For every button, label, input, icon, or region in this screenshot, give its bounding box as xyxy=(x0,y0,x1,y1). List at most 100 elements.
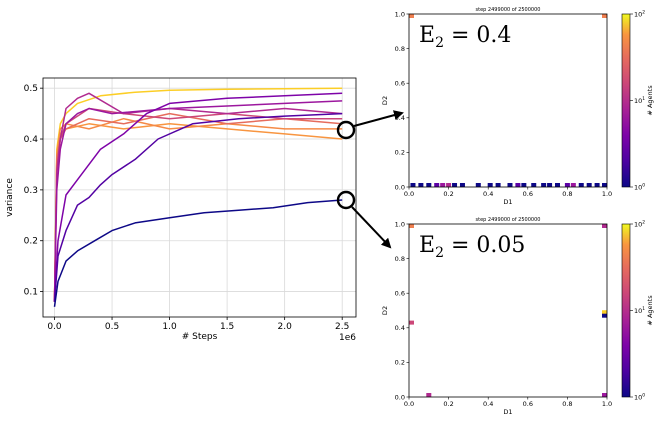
x-tick-label: 0.0 xyxy=(47,322,62,332)
heatmap-cell xyxy=(410,183,416,187)
heatmap-cell xyxy=(578,183,584,187)
y-tick-label: 0.6 xyxy=(395,80,405,88)
panel-title: step 2499000 of 2500000 xyxy=(476,217,541,223)
y-axis-label: D2 xyxy=(381,96,389,105)
grid xyxy=(43,78,356,317)
x-axis-label: D1 xyxy=(503,408,512,416)
y-tick-label: 1.0 xyxy=(395,220,405,228)
y-tick-label: 0.1 xyxy=(24,288,38,298)
y-tick-label: 0.5 xyxy=(24,84,38,94)
x-tick-label: 2.5 xyxy=(335,322,349,332)
x-tick-label: 0.2 xyxy=(443,190,453,198)
heatmap-cell xyxy=(602,310,607,315)
heatmap-cell xyxy=(487,183,493,187)
x-tick-label: 0.6 xyxy=(523,400,533,408)
y-tick-label: 1.0 xyxy=(395,10,405,18)
y-tick-label: 0.4 xyxy=(395,324,405,332)
plot-area xyxy=(409,14,607,187)
heatmap-panel-top: 0.00.00.20.20.40.40.60.60.80.81.01.0step… xyxy=(381,7,654,206)
x-tick-label: 0.0 xyxy=(404,190,414,198)
heatmap-cell xyxy=(602,313,607,318)
x-tick-label: 2.0 xyxy=(277,322,292,332)
plot-frame xyxy=(408,223,608,398)
e2-annotation: E2 = 0.05 xyxy=(419,233,525,261)
heatmap-cell xyxy=(564,183,570,187)
heatmap-cell xyxy=(602,393,607,397)
heatmap-cell xyxy=(586,183,592,187)
x-tick-label: 0.0 xyxy=(404,400,414,408)
e2-annotation: E2 = 0.4 xyxy=(419,23,511,51)
callout-circle-top xyxy=(336,120,356,140)
callouts xyxy=(336,110,404,249)
heatmap-cell xyxy=(570,183,576,187)
x-axis-label: # Steps xyxy=(182,332,218,342)
series-line xyxy=(53,112,343,302)
heatmap-cell xyxy=(426,393,432,397)
variance-line-chart: 0.0 0.5 1.0 1.5 2.0 2.5 0.1 0.2 0.3 0.4 0.5 # Step… xyxy=(5,77,357,343)
heatmap-panel-bottom: 0.00.0 0.2 0.2 0.4 0.4 0.6 0.6 0.8 0.8 1.0 1.0 step… xyxy=(381,217,654,416)
heatmap-cell xyxy=(602,14,607,18)
x-tick-label: 1.0 xyxy=(162,322,177,332)
callout-arrow-bottom xyxy=(351,206,392,249)
series-line xyxy=(53,92,343,302)
colorbar xyxy=(621,13,631,188)
heatmap-cell xyxy=(409,224,414,228)
panel-title: step 2499000 of 2500000 xyxy=(476,7,541,13)
y-tick-label: 0.3 xyxy=(24,186,38,196)
x-tick-label: 1.0 xyxy=(602,190,612,198)
x-tick-label: 0.8 xyxy=(562,190,572,198)
y-tick-label: 0.2 xyxy=(24,237,38,247)
heatmap-cell xyxy=(547,183,553,187)
x-tick-label: 0.4 xyxy=(483,400,493,408)
heatmap-cell xyxy=(602,224,607,228)
heatmap-cell xyxy=(594,183,600,187)
plot-frame xyxy=(42,77,357,318)
colorbar xyxy=(621,223,631,398)
y-tick-label: 0.8 xyxy=(395,45,405,53)
y-tick-label: 0.4 xyxy=(24,135,39,145)
x-offset-label: 1e6 xyxy=(339,333,356,343)
heatmap-cell xyxy=(531,183,537,187)
heatmap-cell xyxy=(521,183,527,187)
heatmap-cell xyxy=(555,183,560,187)
y-tick-label: 0.2 xyxy=(395,359,405,367)
heatmap-cell xyxy=(495,183,501,187)
heatmap-cell xyxy=(602,183,607,187)
plot-frame xyxy=(408,13,608,188)
x-tick-label: 0.5 xyxy=(105,322,119,332)
series-line xyxy=(53,199,343,307)
series-line xyxy=(53,100,343,302)
colorbar-label: # Agents xyxy=(646,295,654,326)
heatmap-cell xyxy=(426,183,432,187)
heatmap-cell xyxy=(541,183,547,187)
y-tick-label: 0.6 xyxy=(395,290,405,298)
plot-area xyxy=(409,224,607,397)
x-tick-label: 1.5 xyxy=(220,322,234,332)
y-axis-label: variance xyxy=(5,178,15,217)
colorbar-label: # Agents xyxy=(646,85,654,116)
y-tick-label: 0.0 xyxy=(395,393,405,401)
heatmap-cell xyxy=(409,14,414,18)
x-tick-label: 0.6 xyxy=(523,190,533,198)
x-tick-label: 1.0 xyxy=(602,400,612,408)
heatmap-cell xyxy=(475,183,481,187)
y-tick-label: 0.0 xyxy=(395,183,405,191)
series-line xyxy=(53,112,343,302)
heatmap-cell xyxy=(446,183,452,187)
y-axis-label: D2 xyxy=(381,306,389,315)
colorbar-tick-label: 102 xyxy=(634,10,645,19)
callout-circle-bottom xyxy=(336,190,356,210)
heatmap-cell xyxy=(459,183,465,187)
colorbar-tick-label: 101 xyxy=(634,96,645,105)
colorbar-tick-label: 100 xyxy=(634,393,645,402)
callout-arrow-top xyxy=(353,110,404,127)
heatmap-cell xyxy=(434,183,440,187)
heatmap-cell xyxy=(409,320,414,325)
series-lines xyxy=(53,87,343,307)
y-tick-label: 0.8 xyxy=(395,255,405,263)
x-tick-label: 0.8 xyxy=(562,400,572,408)
axis-ticks: 0.0 0.5 1.0 1.5 2.0 2.5 0.1 0.2 0.3 0.4 0.5 xyxy=(24,84,350,332)
series-line xyxy=(53,92,343,302)
colorbar-tick-label: 100 xyxy=(634,183,645,192)
x-tick-label: 0.2 xyxy=(443,400,453,408)
